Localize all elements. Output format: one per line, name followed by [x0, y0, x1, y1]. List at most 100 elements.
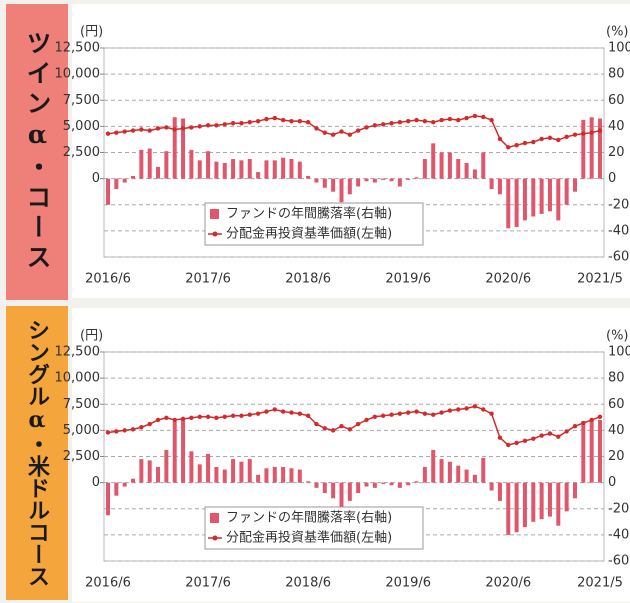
line-point: [531, 436, 536, 441]
bar: [389, 482, 394, 486]
bar: [589, 419, 594, 483]
line-point: [464, 406, 469, 411]
y-tick-label: 7,500: [63, 93, 100, 108]
line-point: [564, 429, 569, 434]
bar: [106, 482, 110, 516]
line-point: [514, 142, 519, 148]
line-point: [364, 417, 369, 423]
line-point: [581, 131, 586, 136]
bar: [581, 119, 586, 179]
bar: [139, 149, 144, 179]
bar: [589, 117, 594, 179]
bar: [556, 482, 561, 526]
bar: [397, 178, 402, 187]
legend-box: [204, 202, 424, 246]
line-point: [114, 130, 119, 135]
line-point: [539, 433, 544, 438]
line-point: [314, 126, 319, 131]
line-point: [589, 417, 594, 423]
y2-axis-unit: (%): [606, 25, 629, 40]
bar: [564, 482, 569, 512]
line-point: [247, 119, 252, 125]
panel-title: ツインα・コース: [6, 4, 68, 300]
line-point: [239, 121, 244, 126]
bar: [172, 117, 177, 179]
x-tick-label: 2021/5: [577, 272, 623, 287]
bar: [547, 482, 552, 517]
line-point: [414, 117, 419, 123]
line-point: [380, 413, 386, 418]
bar: [456, 159, 461, 179]
line-point: [255, 411, 261, 416]
bar: [397, 482, 402, 488]
line-point: [414, 409, 419, 414]
line-point: [522, 438, 528, 444]
bar: [172, 421, 177, 483]
line-point: [431, 119, 436, 125]
y-axis-unit: (円): [80, 25, 103, 40]
bar: [131, 478, 136, 483]
bar: [222, 469, 227, 483]
line-point: [130, 427, 136, 432]
bar: [564, 178, 569, 205]
bar: [489, 482, 494, 491]
bar: [431, 449, 436, 483]
bar: [214, 466, 219, 483]
line-point: [247, 412, 252, 417]
bar: [347, 482, 352, 501]
line-point: [147, 128, 152, 133]
bar: [481, 152, 486, 179]
bar: [406, 178, 411, 180]
bar: [414, 481, 419, 483]
bar: [381, 178, 386, 180]
line-point: [155, 126, 161, 131]
bar: [497, 178, 502, 195]
x-tick-label: 2020/6: [485, 576, 531, 591]
line-point: [364, 125, 369, 130]
line-point: [147, 421, 152, 427]
bar: [156, 166, 161, 179]
line-point: [397, 411, 403, 416]
bar: [131, 176, 136, 179]
line-point: [489, 411, 494, 416]
line-point: [264, 116, 269, 122]
line-point: [431, 412, 436, 417]
bar: [372, 482, 377, 488]
bar: [339, 178, 344, 203]
bar: [464, 469, 469, 483]
line-point: [422, 411, 428, 416]
bar: [289, 159, 294, 179]
bar: [289, 468, 294, 483]
bar: [231, 159, 236, 179]
y-tick-label: 12,500: [55, 41, 101, 56]
y-tick-label: 0: [92, 171, 100, 186]
line-point: [122, 129, 127, 134]
legend-swatch: [210, 513, 219, 523]
x-tick-label: 2021/5: [577, 576, 623, 591]
line-point: [564, 134, 569, 140]
bar: [206, 151, 211, 179]
bar: [464, 162, 469, 179]
bar: [447, 152, 452, 179]
line-point: [531, 139, 536, 145]
line-point: [164, 415, 169, 421]
bar: [514, 482, 519, 533]
bar: [422, 159, 427, 179]
line-point: [105, 131, 111, 136]
bar: [264, 468, 269, 483]
bar: [414, 177, 419, 179]
line-point: [456, 407, 461, 412]
bar: [356, 178, 361, 187]
line-point: [447, 116, 453, 122]
bar: [297, 161, 302, 179]
bar: [531, 482, 536, 522]
bar: [197, 160, 202, 179]
y-tick-label: 10,000: [55, 371, 101, 386]
bar: [598, 419, 602, 483]
line-point: [347, 132, 353, 137]
line-point: [322, 426, 328, 431]
line-point: [255, 118, 261, 124]
line-point: [481, 407, 486, 412]
bar: [406, 482, 411, 486]
